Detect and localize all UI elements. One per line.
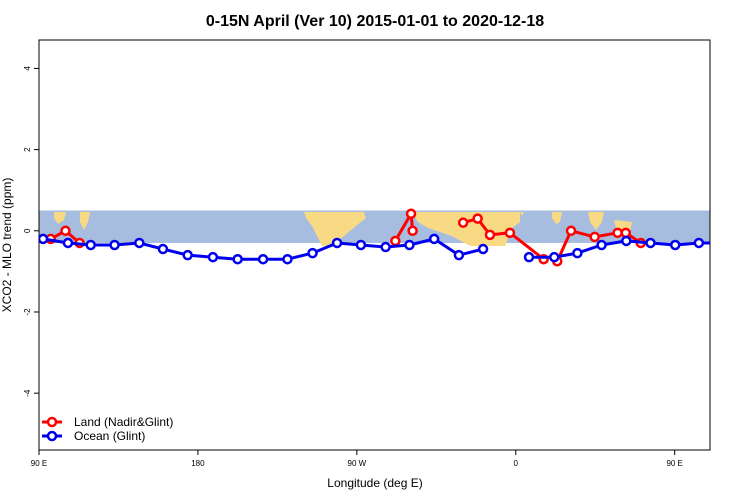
data-point (744, 239, 750, 247)
data-point (39, 233, 49, 245)
data-point (355, 239, 367, 251)
data-point (565, 225, 577, 237)
data-point (380, 241, 391, 253)
legend-label: Land (Nadir&Glint) (74, 415, 173, 429)
data-point (504, 227, 516, 239)
data-point (257, 253, 269, 265)
legend-marker (46, 416, 58, 428)
data-point (484, 229, 496, 241)
plot-frame (38, 39, 711, 451)
y-axis-label: XCO2 - MLO trend (ppm) (0, 178, 14, 313)
data-point (207, 251, 219, 263)
se-asia-right-shape (588, 212, 604, 230)
data-point (589, 231, 600, 243)
data-point (720, 239, 728, 247)
data-point (612, 227, 623, 239)
data-point (453, 249, 465, 261)
series-line (555, 229, 618, 262)
data-point (85, 239, 96, 251)
legend-label: Ocean (Glint) (74, 429, 145, 443)
data-point (457, 217, 469, 228)
legend-marker (46, 430, 58, 442)
y-tick-label: 4 (23, 66, 32, 71)
x-tick-label: 180 (191, 459, 205, 468)
map-band (39, 210, 710, 246)
y-tick-label: 2 (23, 147, 32, 152)
data-point (109, 239, 120, 251)
data-point (390, 235, 401, 247)
data-point (232, 253, 243, 265)
data-point (282, 253, 293, 265)
y-tick-label: -4 (23, 389, 32, 397)
data-point (404, 239, 415, 251)
x-tick-label: 90 E (666, 459, 682, 468)
south-america-shape (304, 212, 366, 246)
madagascar-shape (520, 212, 524, 216)
data-point (331, 237, 343, 249)
data-point (472, 213, 483, 224)
data-point (407, 225, 418, 237)
y-axis: 4 2 0 -2 -4 (23, 66, 39, 397)
se-asia-left-shape (80, 212, 90, 230)
data-point (693, 237, 705, 249)
data-point (669, 239, 681, 251)
chart-title: 0-15N April (Ver 10) 2015-01-01 to 2020-… (206, 13, 544, 30)
data-point (523, 251, 535, 263)
data-point (157, 243, 169, 255)
data-point (307, 247, 318, 259)
y-tick-label: 0 (23, 228, 32, 233)
data-point (596, 239, 607, 251)
data-point (572, 247, 583, 259)
x-axis-label: Longitude (deg E) (327, 476, 422, 490)
data-point (62, 237, 74, 249)
india-right-shape (552, 212, 562, 224)
data-point (405, 208, 417, 219)
legend: Land (Nadir&Glint)Ocean (Glint) (42, 415, 173, 443)
india-left-shape (54, 212, 66, 224)
data-point (549, 251, 560, 263)
data-point (477, 243, 489, 255)
series-layer (39, 208, 750, 267)
data-point (645, 237, 656, 249)
series-1 (39, 233, 750, 265)
data-point (182, 249, 193, 261)
y-tick-label: -2 (23, 308, 32, 316)
data-point (620, 227, 632, 239)
x-tick-label: 90 E (31, 459, 47, 468)
data-point (621, 235, 632, 247)
x-tick-label: 0 (514, 459, 519, 468)
data-point (60, 225, 71, 237)
data-point (428, 233, 440, 245)
data-point (134, 237, 145, 249)
x-tick-label: 90 W (348, 459, 367, 468)
